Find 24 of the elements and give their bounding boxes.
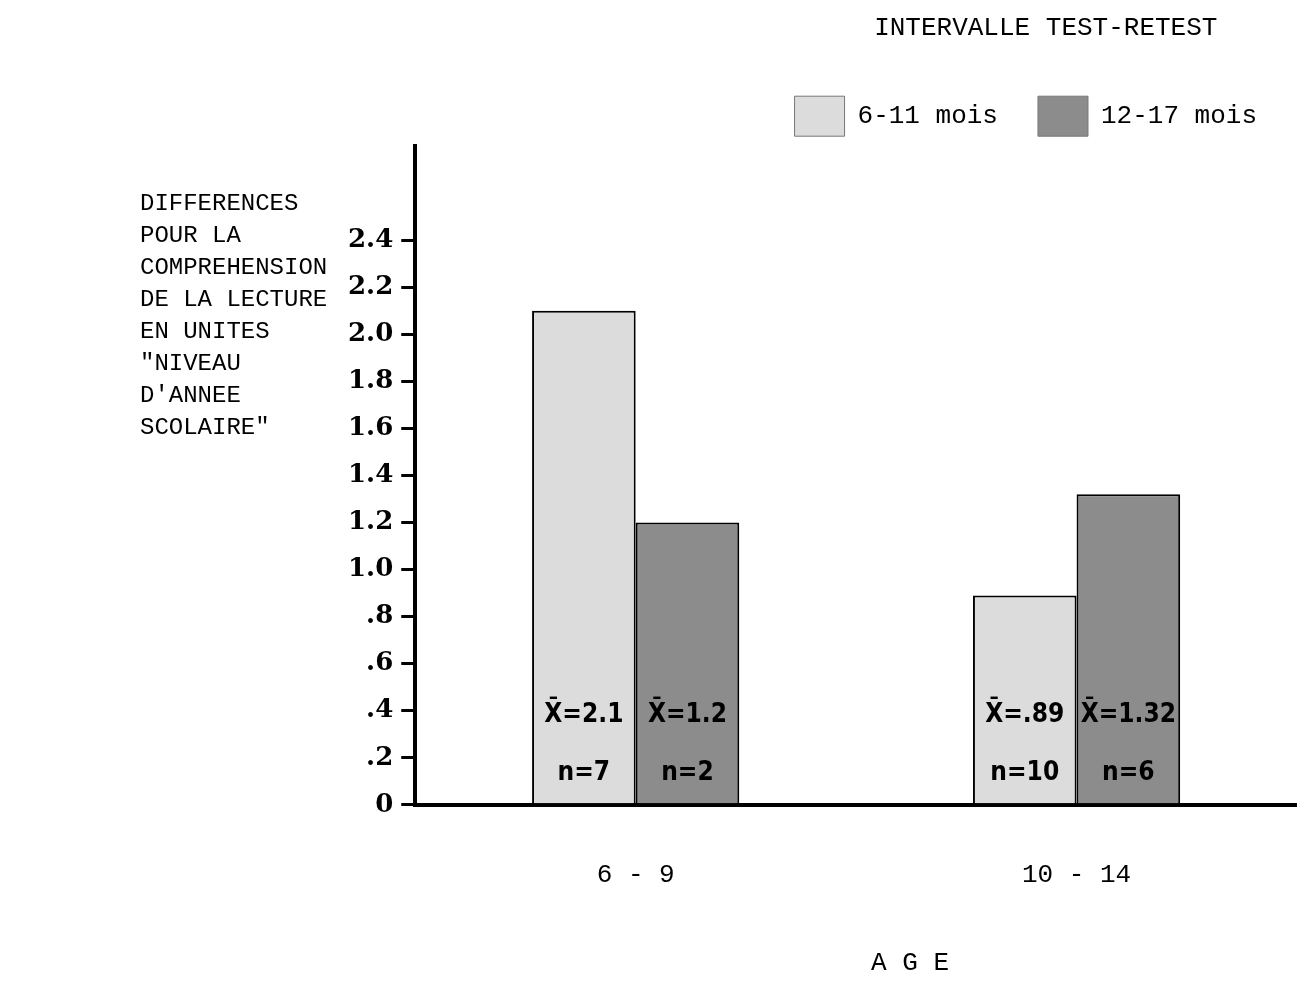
data-label: X̄=1.2 n=2 [647, 696, 728, 787]
legend-title: INTERVALLE TEST-RETEST [874, 12, 1218, 43]
y-tick-label: 2.0 [348, 317, 394, 348]
y-tick-label: 1.4 [348, 458, 394, 489]
y-tick-label: 1.6 [348, 411, 394, 442]
y-tick-label: .4 [366, 693, 394, 724]
legend-label: 6-11 mois [857, 101, 998, 132]
y-tick-label: 1.2 [348, 505, 394, 536]
y-tick-label: 1.0 [348, 552, 394, 583]
y-tick-label: .6 [366, 646, 394, 677]
y-tick-label: 2.4 [348, 223, 394, 254]
legend-label: 12-17 mois [1100, 101, 1258, 132]
x-tick-label: 10 - 14 [1021, 860, 1132, 891]
y-axis-title: DIFFERENCES POUR LA COMPREHENSION DE LA LECTURE EN UNITES "NIVEAU D'ANNEE SCOLAIRE" [140, 189, 328, 443]
data-label: X̄=1.32 n=6 [1080, 696, 1177, 787]
data-label: X̄=.89 n=10 [985, 696, 1065, 787]
x-tick-label: 6 - 9 [596, 860, 675, 891]
y-tick-label: 2.2 [348, 270, 394, 301]
data-label: X̄=2.1 n=7 [544, 696, 624, 787]
y-tick-label: 0 [375, 787, 394, 818]
y-tick-label: 1.8 [348, 364, 394, 395]
y-tick-label: .8 [366, 599, 394, 630]
y-tick-label: .2 [366, 740, 394, 771]
x-axis-title: A G E [870, 948, 950, 978]
